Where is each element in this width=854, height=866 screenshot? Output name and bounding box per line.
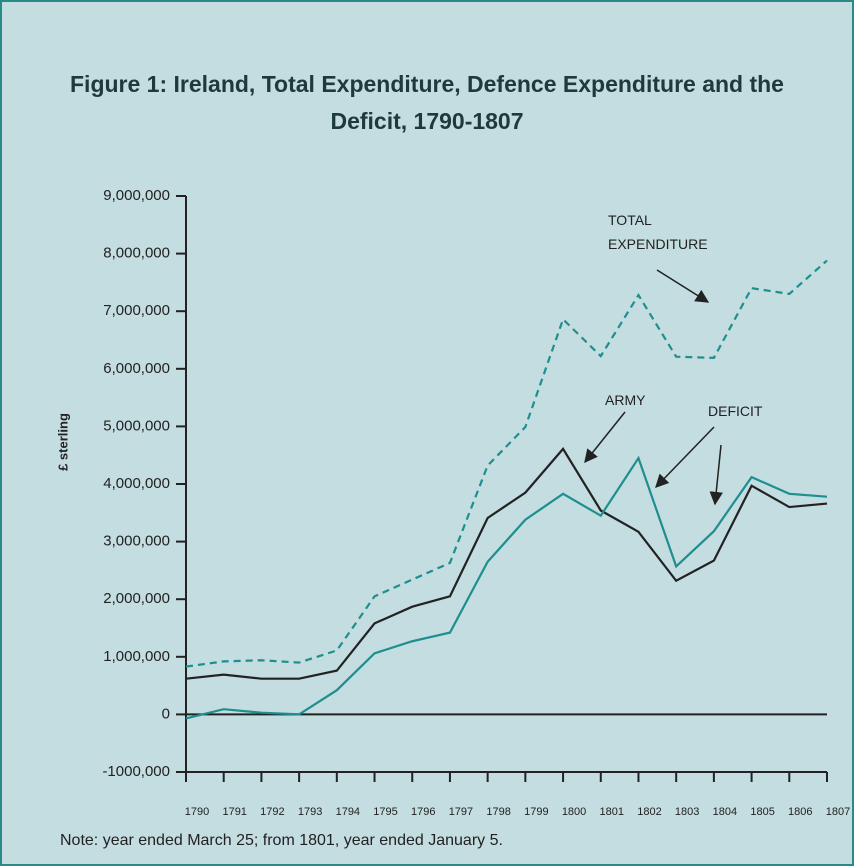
x-tick-label: 1799 (524, 806, 548, 818)
y-tick-label: 5,000,000 (103, 417, 170, 434)
y-tick-label: 8,000,000 (103, 245, 170, 262)
y-tick-label: 4,000,000 (103, 475, 170, 492)
annotation: ARMY (605, 392, 646, 408)
chart-title: Figure 1: Ireland, Total Expenditure, De… (70, 71, 784, 134)
x-tick-label: 1793 (298, 806, 322, 818)
y-tick-label: 3,000,000 (103, 533, 170, 550)
x-tick-label: 1792 (260, 806, 284, 818)
y-tick-label: 6,000,000 (103, 360, 170, 377)
y-tick-label: 9,000,000 (103, 187, 170, 204)
x-tick-label: 1803 (675, 806, 699, 818)
x-tick-label: 1801 (600, 806, 624, 818)
arrow (584, 411, 626, 464)
x-tick-label: 1791 (222, 806, 246, 818)
x-tick-label: 1807 (826, 806, 850, 818)
x-tick-label: 1790 (185, 806, 209, 818)
x-tick-label: 1800 (562, 806, 586, 818)
series-line (185, 447, 828, 680)
arrows (584, 269, 723, 506)
note: Note: year ended March 25; from 1801, ye… (60, 832, 503, 849)
x-tick-label: 1805 (750, 806, 774, 818)
y-tick-label: 0 (162, 705, 170, 722)
y-tick-label: 7,000,000 (103, 302, 170, 319)
y-tick-label: -1000,000 (102, 763, 170, 780)
arrow (656, 269, 710, 303)
x-tick-label: 1802 (637, 806, 661, 818)
x-tick-label: 1798 (486, 806, 510, 818)
x-tick-label: 1797 (449, 806, 473, 818)
series-line (185, 455, 828, 720)
x-tick-label: 1794 (336, 806, 360, 818)
series-line (185, 259, 828, 668)
annotation: DEFICIT (708, 403, 763, 419)
annotation: TOTAL EXPENDITURE (608, 212, 708, 252)
arrow (709, 444, 723, 506)
y-tick-label: 1,000,000 (103, 648, 170, 665)
y-tick-label: 2,000,000 (103, 590, 170, 607)
arrow (655, 426, 715, 488)
y-axis-label: £ sterling (55, 413, 70, 471)
x-tick-label: 1804 (713, 806, 737, 818)
x-tick-label: 1806 (788, 806, 812, 818)
x-tick-label: 1796 (411, 806, 435, 818)
x-tick-label: 1795 (373, 806, 397, 818)
